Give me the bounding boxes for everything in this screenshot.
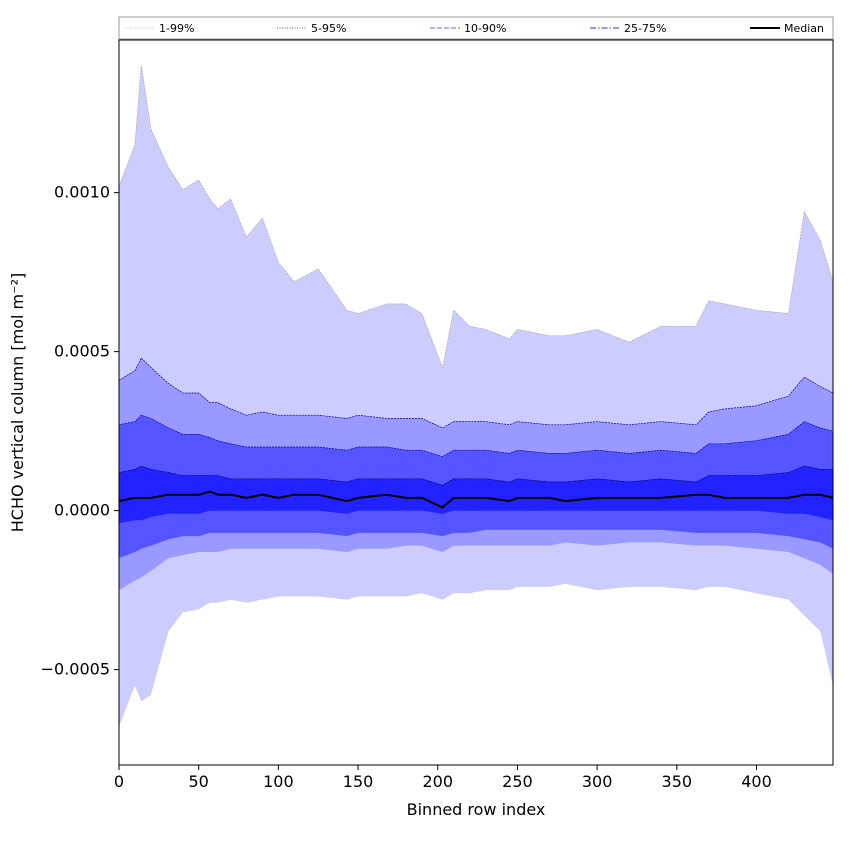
x-tick-label: 50 [189,772,209,791]
x-tick-label: 0 [114,772,124,791]
y-tick-label: −0.0005 [41,660,110,679]
x-axis-label: Binned row index [407,800,546,819]
band-upper-line-10-90% [118,414,834,457]
legend-label: 10-90% [464,22,506,35]
median-line [118,490,834,509]
x-tick-label: 400 [741,772,772,791]
band-upper-line-25-75% [118,465,833,486]
plot-frame [118,39,834,766]
legend: 1-99% 5-95% 10-90% 25-75% Median [118,16,834,40]
band-1-99% [119,65,833,727]
x-tick-label: 250 [502,772,533,791]
y-tick-label: 0.0010 [54,183,110,202]
y-tick-label: 0.0000 [54,501,110,520]
band-upper-line-1-99% [118,65,834,369]
legend-label: 1-99% [159,22,194,35]
bands-layer [118,65,834,727]
median-layer [118,490,834,509]
band-25-75% [119,466,833,524]
legend-box [118,16,834,40]
legend-label: 5-95% [311,22,346,35]
x-tick-label: 100 [263,772,294,791]
y-tick-label: 0.0005 [54,342,110,361]
legend-label: Median [784,22,824,35]
y-axis-label: HCHO vertical column [mol m⁻²] [8,273,27,532]
band-upper-line-5-95% [118,357,834,429]
x-tick-label: 300 [582,772,613,791]
y-axis: −0.0005 0.0000 0.0005 0.0010 [41,183,119,679]
x-tick-label: 200 [422,772,453,791]
legend-label: 25-75% [624,22,666,35]
x-axis: 0 50 100 150 200 250 300 350 400 [114,765,772,791]
x-tick-label: 350 [662,772,693,791]
x-tick-label: 150 [343,772,374,791]
